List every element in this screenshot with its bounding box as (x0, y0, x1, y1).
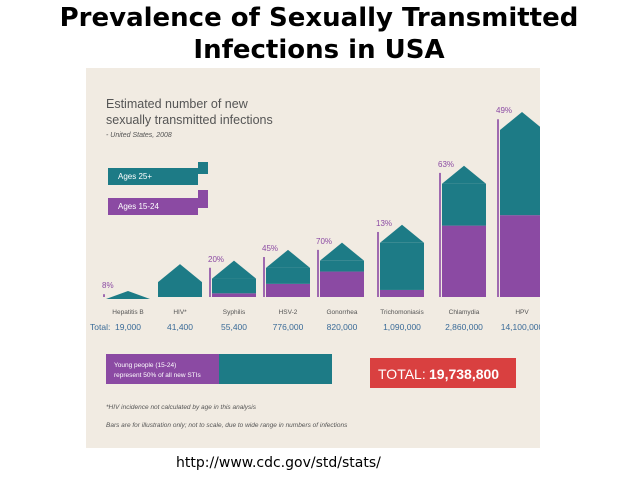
youth-share-label-syphilis: 20% (208, 255, 224, 264)
total-value: 19,738,800 (429, 366, 499, 382)
bar-gonorrhea-ages-15-24 (320, 271, 364, 297)
total-label: TOTAL: (378, 366, 426, 382)
category-label-hpv: HPV (515, 309, 529, 316)
footnote-scale: Bars are for illustration only; not to s… (106, 422, 348, 429)
youth-share-label-hsv-2: 45% (262, 244, 278, 253)
bar-trichomoniasis-ages-15-24 (380, 289, 424, 297)
bar-roof-hepatitis-b (106, 291, 150, 299)
category-label-hsv-2: HSV-2 (279, 309, 298, 316)
total-value-hsv-2: 776,000 (273, 322, 304, 332)
bar-roof-hpv (500, 112, 544, 130)
bar-syphilis-ages-15-24 (212, 293, 256, 297)
bar-hpv-ages-15-24 (500, 215, 544, 297)
total-value-hiv: 41,400 (167, 322, 193, 332)
youth-share-label-hpv: 49% (496, 106, 512, 115)
source-link[interactable]: http://www.cdc.gov/std/stats/ (176, 455, 381, 471)
slide-title-line2: Infections in USA (193, 35, 445, 65)
youth-share-box: Young people (15-24) represent 50% of al… (106, 354, 332, 384)
totals-row-label: Total: (90, 322, 110, 332)
infographic-panel: Estimated number of new sexually transmi… (86, 68, 544, 448)
youth-share-label-chlamydia: 63% (438, 160, 454, 169)
legend: Ages 25+ Ages 15-24 (108, 162, 208, 215)
youth-box-line2: represent 50% of all new STIs (114, 372, 201, 379)
bar-chlamydia-ages-15-24 (442, 225, 486, 297)
youth-box-line1: Young people (15-24) (114, 362, 176, 369)
total-value-hpv: 14,100,000 (501, 322, 540, 332)
youth-share-label-trichomoniasis: 13% (376, 219, 392, 228)
bar-hsv-2-ages-25-plus (266, 267, 310, 284)
chart-subtitle: - United States, 2008 (106, 132, 172, 139)
footnote-hiv: *HIV incidence not calculated by age in … (106, 404, 257, 411)
bar-roof-chlamydia (442, 165, 486, 184)
bar-roof-trichomoniasis (380, 224, 424, 243)
bar-gonorrhea-ages-25-plus (320, 260, 364, 272)
slide-title-line1: Prevalence of Sexually Transmitted (59, 3, 579, 33)
total-value-trichomoniasis: 1,090,000 (383, 322, 421, 332)
bar-roof-syphilis (212, 260, 256, 279)
total-box-background (370, 358, 516, 388)
legend-swatch-ages-25-plus (108, 162, 208, 185)
category-label-hepatitis-b: Hepatitis B (112, 309, 143, 316)
bar-syphilis-ages-25-plus (212, 278, 256, 294)
legend-label-ages-25-plus: Ages 25+ (118, 172, 152, 181)
bar-hsv-2-ages-15-24 (266, 283, 310, 297)
youth-share-label-hepatitis-b: 8% (102, 281, 114, 290)
bar-chlamydia-ages-25-plus (442, 183, 486, 226)
bar-hpv-ages-25-plus (500, 130, 544, 216)
sti-bar-chart: Estimated number of new sexually transmi… (90, 97, 544, 429)
category-label-syphilis: Syphilis (223, 309, 246, 316)
category-label-chlamydia: Chlamydia (449, 309, 480, 316)
slide-title: Prevalence of Sexually Transmitted Infec… (0, 2, 638, 66)
bar-roof-hsv-2 (266, 249, 310, 268)
total-box: TOTAL: 19,738,800 (370, 358, 516, 388)
category-label-gonorrhea: Gonorrhea (326, 309, 357, 316)
bar-hiv (158, 264, 202, 297)
bar-roof-gonorrhea (320, 242, 364, 261)
category-label-hiv: HIV* (173, 309, 187, 316)
bar-trichomoniasis-ages-25-plus (380, 242, 424, 290)
total-value-hepatitis-b: 19,000 (115, 322, 141, 332)
youth-share-label-gonorrhea: 70% (316, 237, 332, 246)
total-value-chlamydia: 2,860,000 (445, 322, 483, 332)
youth-box-fill (106, 354, 219, 384)
bars-group: 8% Hepatitis B 19,000 HIV* 41,400 20% Syphilis… (102, 106, 544, 332)
legend-label-ages-15-24: Ages 15-24 (118, 202, 159, 211)
legend-swatch-ages-15-24 (108, 190, 208, 215)
total-value-gonorrhea: 820,000 (327, 322, 358, 332)
category-label-trichomoniasis: Trichomoniasis (380, 309, 424, 316)
chart-title-line1: Estimated number of new (106, 97, 249, 111)
total-value-syphilis: 55,400 (221, 322, 247, 332)
chart-title-line2: sexually transmitted infections (106, 113, 273, 127)
